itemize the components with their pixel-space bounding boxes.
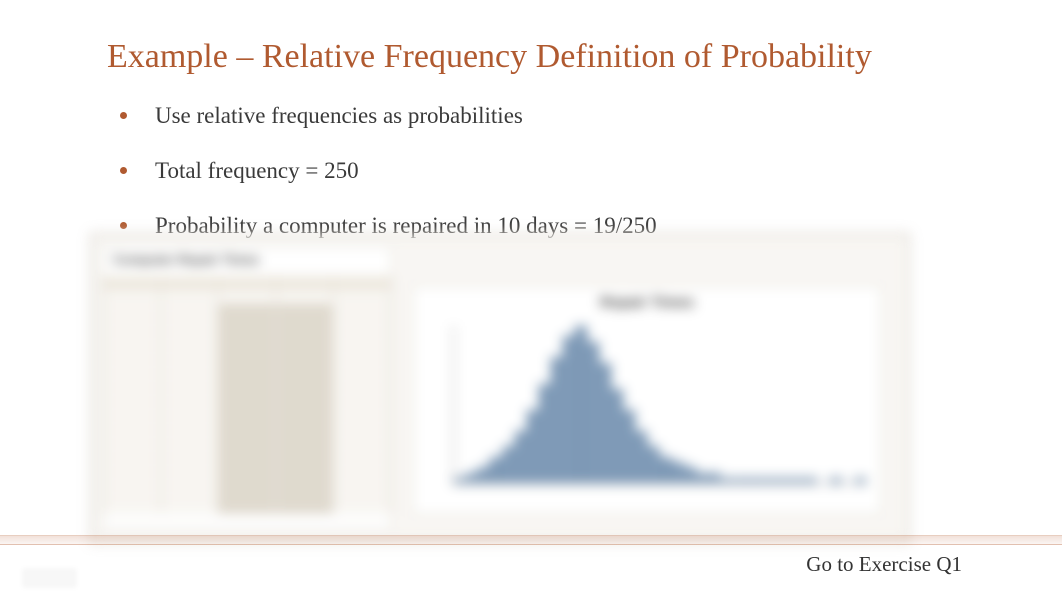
histogram-bar: [770, 478, 781, 483]
histogram-bar: [685, 467, 696, 483]
bullet-text: Use relative frequencies as probabilitie…: [155, 100, 523, 131]
bullet-text: Total frequency = 250: [155, 155, 359, 186]
histogram-bar: [588, 342, 599, 483]
histogram-bar: [745, 478, 756, 483]
blurred-figure: Computer Repair Times Repair Times: [90, 233, 910, 543]
histogram-bar: [636, 431, 647, 483]
histogram-bar: [503, 446, 514, 483]
histogram-bar: [830, 478, 841, 483]
slide: Example – Relative Frequency Definition …: [0, 0, 1062, 598]
histogram-bar: [660, 457, 671, 483]
histogram-bar: [673, 462, 684, 483]
bullet-item: Total frequency = 250: [120, 155, 940, 186]
histogram-bar: [782, 478, 793, 483]
histogram-bar: [709, 473, 720, 483]
histogram-bar: [600, 363, 611, 483]
footer-band: [0, 535, 1062, 545]
watermark: [22, 568, 77, 588]
sheet-title: Computer Repair Times: [113, 252, 259, 267]
chart-title: Repair Times: [413, 294, 881, 311]
histogram-bar: [794, 478, 805, 483]
histogram-bar: [855, 478, 866, 483]
histogram-bar: [697, 473, 708, 483]
bullet-dot-icon: [120, 222, 127, 229]
bullet-dot-icon: [120, 167, 127, 174]
bullet-dot-icon: [120, 112, 127, 119]
histogram-bar: [454, 478, 465, 483]
histogram-bar: [466, 473, 477, 483]
histogram-bar: [575, 326, 586, 483]
chart-plot: [453, 326, 866, 484]
histogram-bar: [806, 478, 817, 483]
histogram-bar: [721, 478, 732, 483]
histogram-bar: [758, 478, 769, 483]
histogram-bar: [490, 457, 501, 483]
histogram-bar: [551, 357, 562, 483]
histogram-bar: [515, 431, 526, 483]
bullet-item: Use relative frequencies as probabilitie…: [120, 100, 940, 131]
histogram-bar: [527, 410, 538, 483]
histogram-bar: [539, 384, 550, 483]
slide-title: Example – Relative Frequency Definition …: [107, 38, 872, 76]
histogram-bar: [478, 467, 489, 483]
histogram-chart: Repair Times: [412, 285, 882, 515]
spreadsheet-region: Computer Repair Times: [102, 245, 392, 530]
histogram-bar: [563, 336, 574, 483]
histogram-bar: [624, 410, 635, 483]
exercise-link[interactable]: Go to Exercise Q1: [806, 552, 962, 577]
sheet-grid: [103, 276, 391, 529]
histogram-bar: [648, 446, 659, 483]
histogram-bar: [733, 478, 744, 483]
histogram-bar: [612, 389, 623, 483]
